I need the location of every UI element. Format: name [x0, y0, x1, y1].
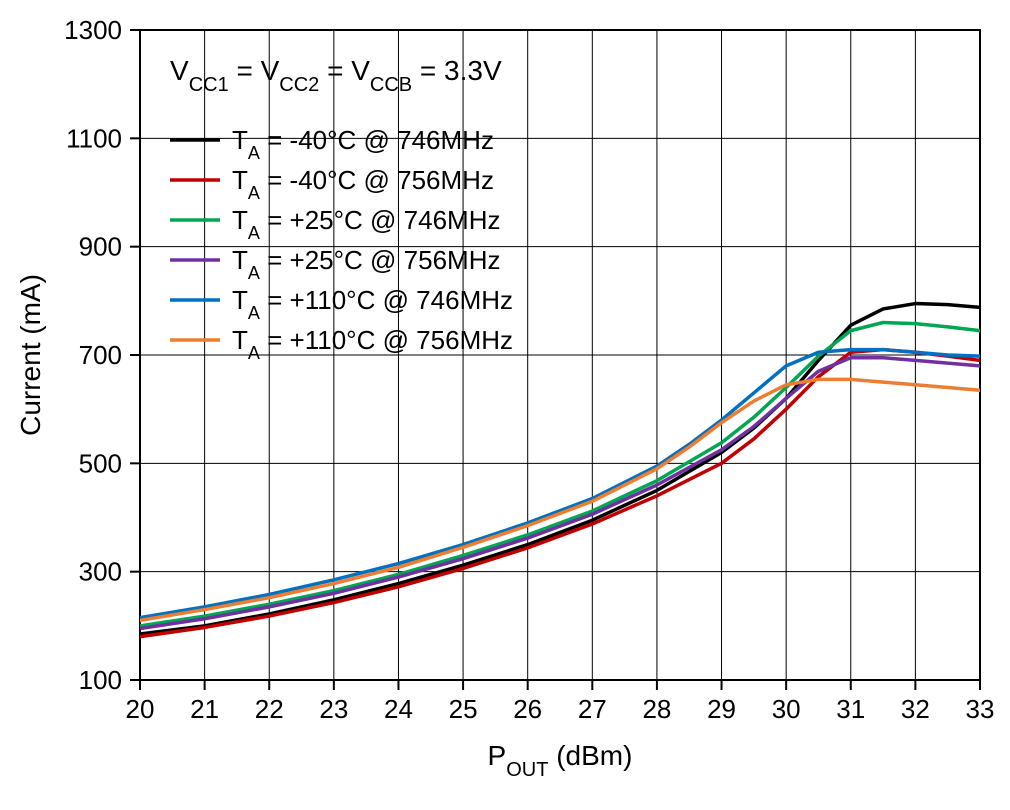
current-vs-pout-chart: 20 21 22 23 24 25 26 27 28 29 30 31 32 33 100 300 500 700… [0, 0, 1010, 810]
y-tick-label: 1300 [64, 15, 122, 45]
x-tick-label: 33 [966, 694, 995, 724]
y-tick-label: 900 [79, 232, 122, 262]
x-tick-label: 20 [126, 694, 155, 724]
y-tick-label: 500 [79, 448, 122, 478]
x-tick-label: 31 [836, 694, 865, 724]
x-tick-label: 32 [901, 694, 930, 724]
x-tick-label: 24 [384, 694, 413, 724]
x-tick-label: 22 [255, 694, 284, 724]
x-tick-label: 30 [772, 694, 801, 724]
x-tick-label: 23 [319, 694, 348, 724]
x-tick-label: 21 [190, 694, 219, 724]
y-tick-label: 1100 [66, 123, 122, 153]
y-axis-label: Current (mA) [15, 274, 46, 436]
x-tick-label: 29 [707, 694, 736, 724]
y-tick-label: 100 [79, 665, 122, 695]
y-tick-label: 300 [79, 557, 122, 587]
chart-container: 20 21 22 23 24 25 26 27 28 29 30 31 32 33 100 300 500 700… [0, 0, 1010, 810]
chart-bg [0, 0, 1010, 810]
y-tick-label: 700 [79, 340, 122, 370]
x-tick-label: 28 [642, 694, 671, 724]
x-tick-label: 25 [449, 694, 478, 724]
x-tick-label: 26 [513, 694, 542, 724]
x-tick-label: 27 [578, 694, 607, 724]
